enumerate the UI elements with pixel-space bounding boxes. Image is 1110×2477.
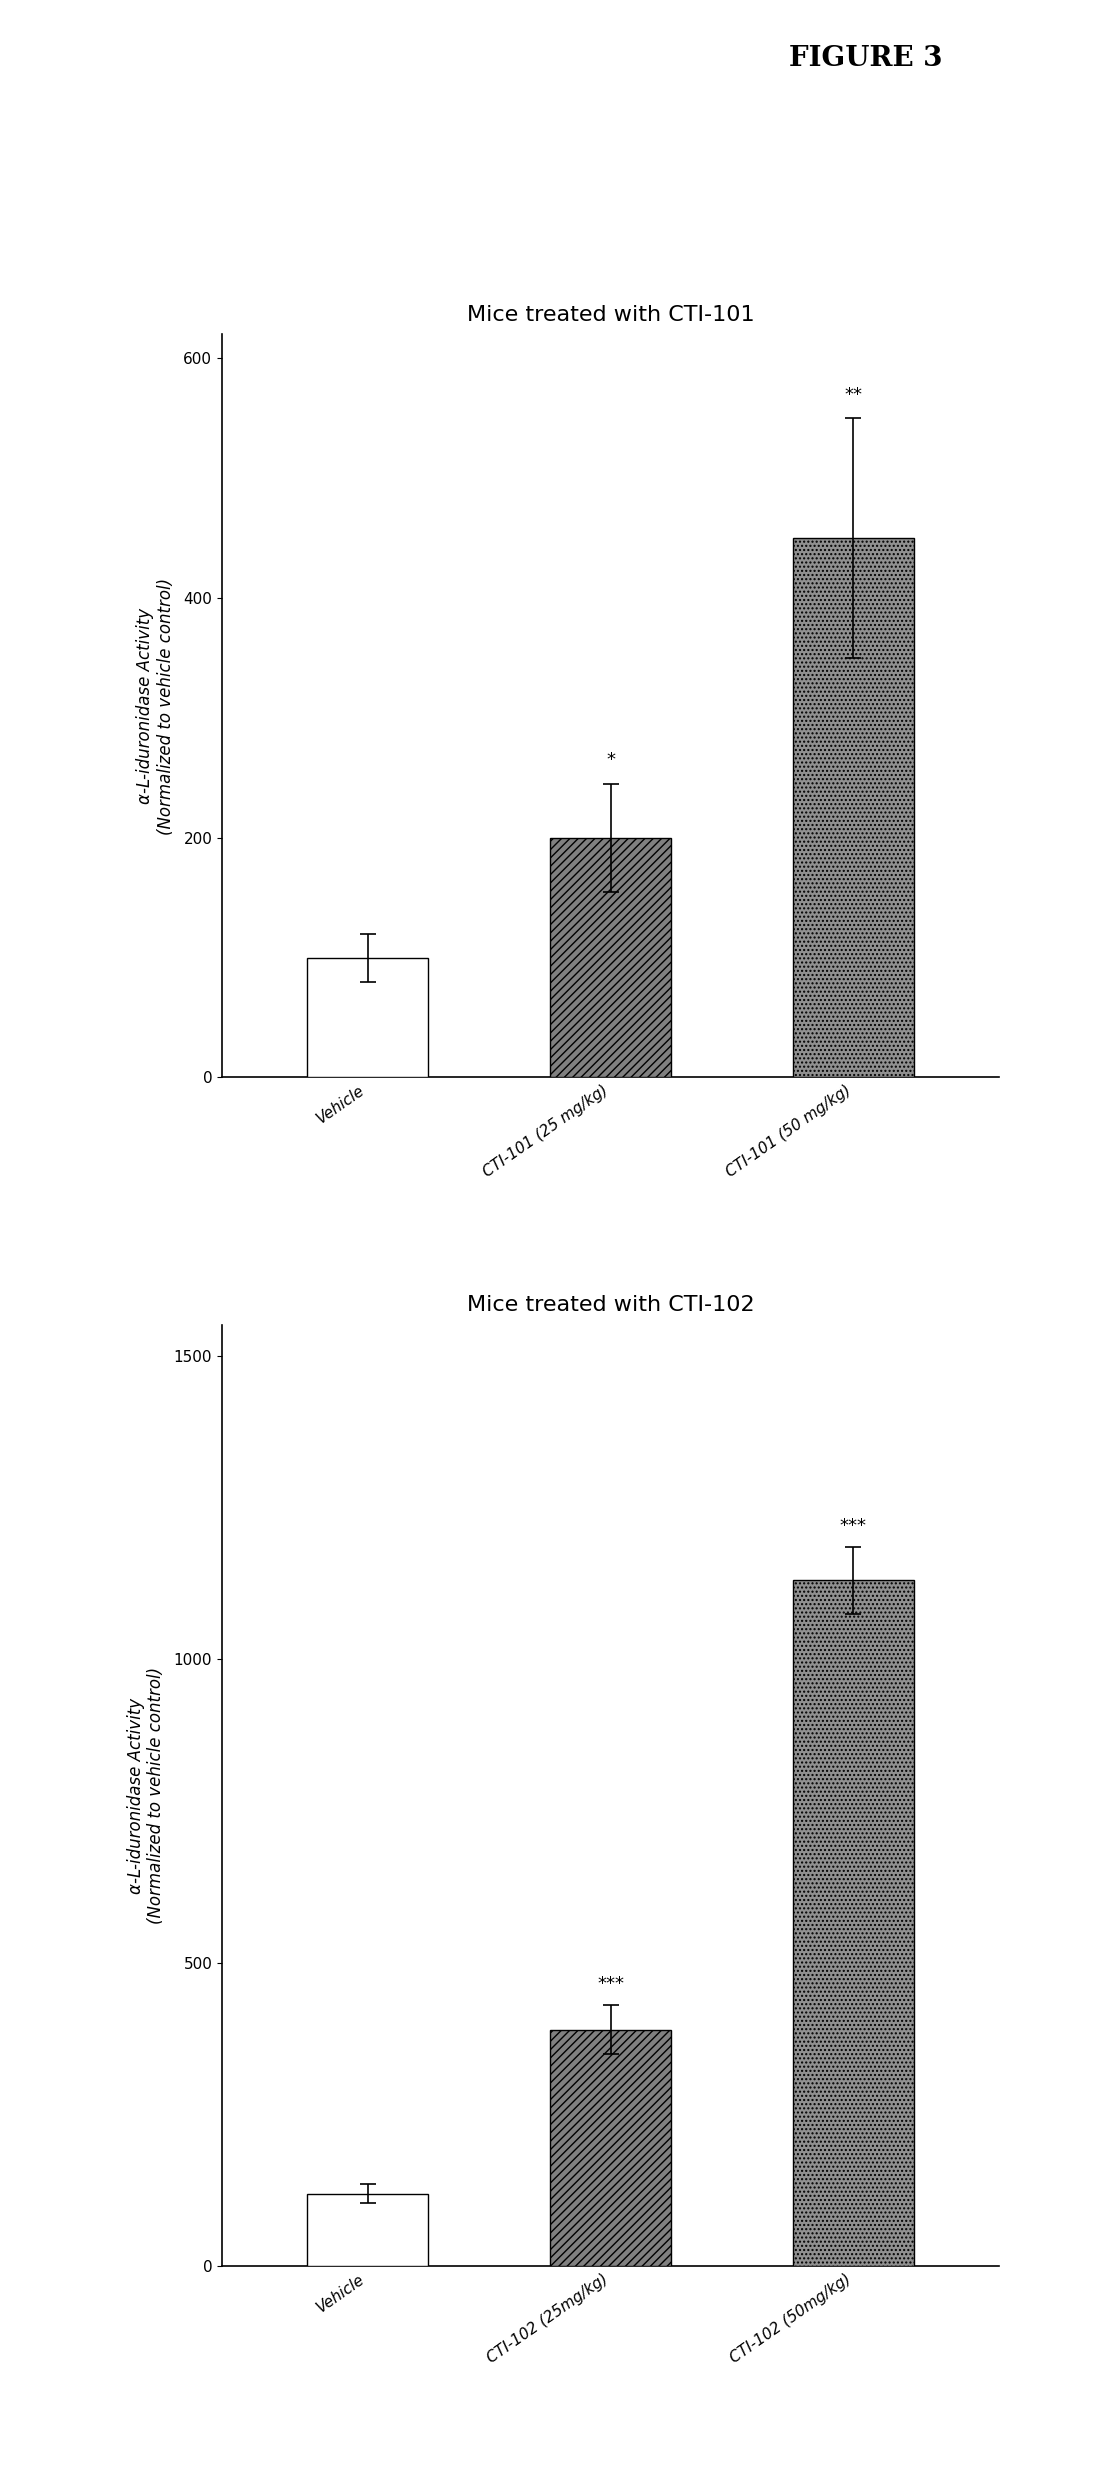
Title: Mice treated with CTI-102: Mice treated with CTI-102 xyxy=(466,1295,755,1315)
Text: *: * xyxy=(606,751,615,770)
Text: **: ** xyxy=(845,386,862,404)
Text: FIGURE 3: FIGURE 3 xyxy=(789,45,942,72)
Bar xyxy=(307,959,428,1077)
Text: ***: *** xyxy=(597,1974,624,1994)
Bar xyxy=(549,2029,672,2266)
Title: Mice treated with CTI-101: Mice treated with CTI-101 xyxy=(466,305,755,324)
Bar xyxy=(793,538,914,1077)
Y-axis label: α-L-iduronidase Activity
(Normalized to vehicle control): α-L-iduronidase Activity (Normalized to … xyxy=(137,577,175,835)
Text: ***: *** xyxy=(840,1516,867,1536)
Bar xyxy=(307,2195,428,2266)
Y-axis label: α-L-iduronidase Activity
(Normalized to vehicle control): α-L-iduronidase Activity (Normalized to … xyxy=(127,1667,165,1925)
Bar xyxy=(549,837,672,1077)
Bar xyxy=(793,1580,914,2266)
